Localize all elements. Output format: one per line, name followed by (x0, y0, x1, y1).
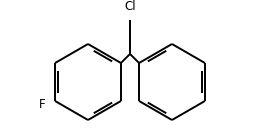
Text: F: F (38, 98, 45, 111)
Text: Cl: Cl (124, 0, 136, 13)
